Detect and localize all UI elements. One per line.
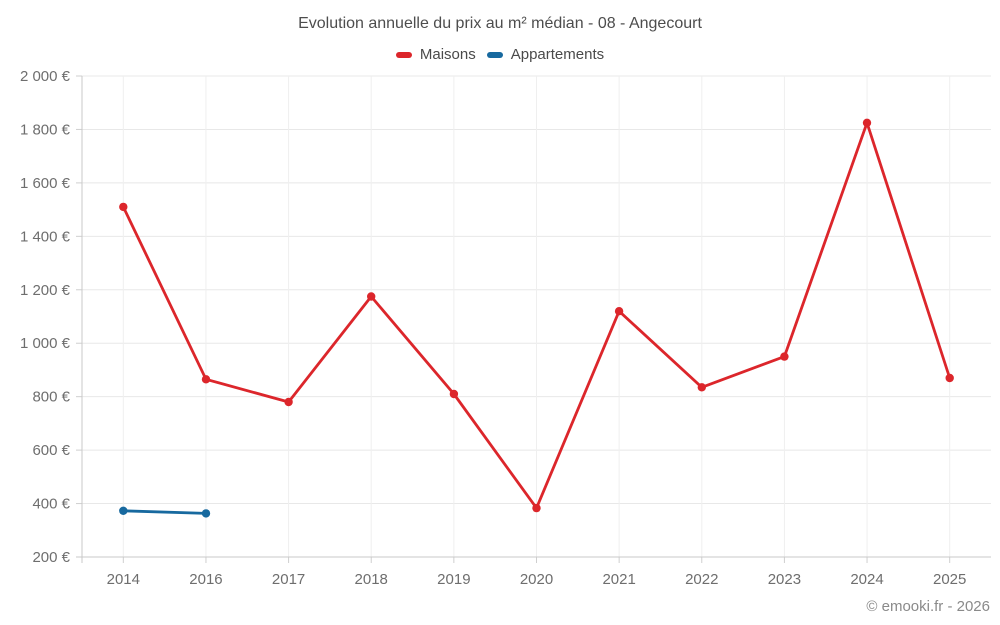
data-point-maisons-2016[interactable]: [201, 375, 211, 384]
x-axis-label: 2024: [850, 571, 883, 588]
data-point-maisons-2018[interactable]: [367, 292, 376, 301]
data-point-maisons-2022[interactable]: [697, 383, 706, 392]
legend-swatch-appartements-icon: [486, 51, 503, 58]
x-axis-label: 2019: [437, 571, 470, 588]
series-line-appartements: [121, 509, 208, 515]
y-axis-label: 1 200 €: [20, 282, 71, 299]
data-point-appartements-2016[interactable]: [201, 509, 211, 518]
x-axis-label: 2020: [520, 571, 553, 588]
x-axis-label: 2021: [602, 571, 635, 588]
y-axis-label: 1 000 €: [20, 335, 71, 352]
data-point-maisons-2019[interactable]: [449, 389, 459, 399]
x-axis-label: 2018: [355, 571, 388, 588]
x-axis-label: 2025: [933, 571, 966, 588]
x-axis-label: 2016: [189, 571, 222, 588]
y-axis-label: 1 600 €: [20, 175, 71, 192]
legend-item-maisons[interactable]: Maisons: [395, 46, 476, 63]
y-axis-label: 1 800 €: [20, 121, 71, 138]
data-point-maisons-2024[interactable]: [862, 118, 872, 128]
legend-item-appartements[interactable]: Appartements: [486, 46, 605, 63]
data-point-appartements-2014[interactable]: [119, 506, 128, 515]
data-point-maisons-2017[interactable]: [284, 397, 293, 407]
legend: Maisons Appartements: [0, 46, 1000, 63]
data-point-maisons-2014[interactable]: [119, 202, 128, 212]
x-axis-label: 2014: [107, 571, 140, 588]
x-axis-label: 2022: [685, 571, 718, 588]
legend-swatch-maisons-icon: [395, 51, 412, 58]
y-axis-label: 400 €: [32, 496, 70, 513]
y-axis-label: 600 €: [32, 442, 70, 459]
copyright-credit: © emooki.fr - 2026: [866, 598, 990, 615]
legend-label-appartements: Appartements: [510, 46, 605, 63]
chart-title: Evolution annuelle du prix au m² médian …: [298, 15, 702, 32]
x-axis-label: 2023: [768, 571, 801, 588]
y-axis-label: 200 €: [32, 549, 70, 566]
x-axis-label: 2017: [272, 571, 305, 588]
y-axis-label: 1 400 €: [20, 228, 71, 245]
data-point-maisons-2025[interactable]: [945, 373, 954, 383]
data-point-maisons-2023[interactable]: [780, 352, 789, 361]
data-point-maisons-2021[interactable]: [614, 307, 624, 316]
y-axis-label: 800 €: [32, 389, 70, 406]
y-axis-label: 2 000 €: [20, 68, 71, 85]
legend-label-maisons: Maisons: [419, 46, 476, 63]
data-point-maisons-2020[interactable]: [532, 503, 541, 513]
